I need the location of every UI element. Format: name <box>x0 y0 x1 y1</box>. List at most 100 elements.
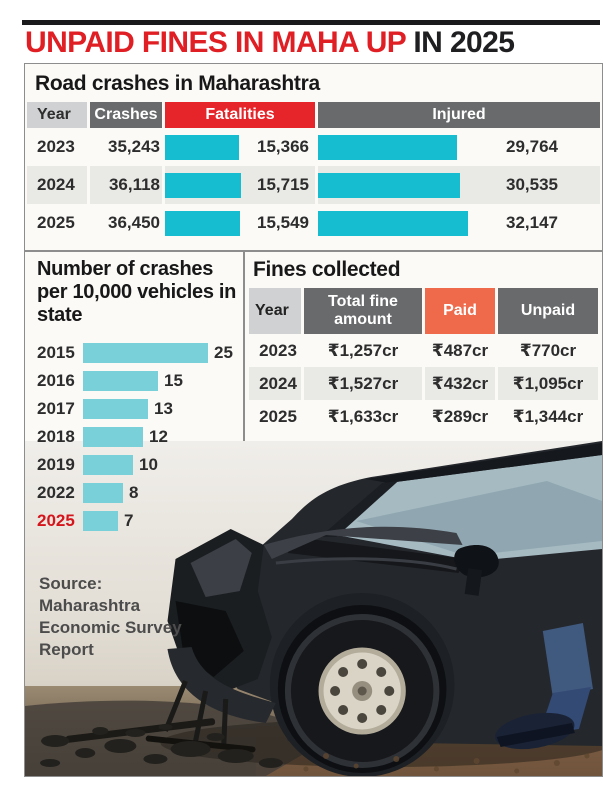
mini-chart-bar <box>83 399 148 419</box>
cell-total-fine: ₹1,633cr <box>327 406 399 426</box>
cell-year: 2025 <box>37 213 75 232</box>
stones <box>303 753 590 774</box>
cell-year: 2024 <box>27 166 87 204</box>
fines-panel: Fines collected Year Total fine amount P… <box>245 254 602 433</box>
mini-chart-bar <box>83 427 143 447</box>
mini-chart-value: 13 <box>154 399 173 418</box>
fines-heading: Fines collected <box>253 258 401 281</box>
cell-year: 2023 <box>259 340 297 360</box>
mini-chart-bar <box>83 511 118 531</box>
mini-chart-year: 2016 <box>37 371 75 390</box>
fines-row: 2024 ₹1,527cr ₹432cr ₹1,095cr <box>249 367 598 400</box>
road-crashes-heading: Road crashes in Maharashtra <box>35 72 320 95</box>
cell-total-fine: ₹1,257cr <box>327 340 399 360</box>
column-header-injured: Injured <box>318 102 600 128</box>
mini-chart-bar <box>83 371 158 391</box>
road-crashes-section: Road crashes in Maharashtra Year Crashes… <box>25 64 602 242</box>
cell-year: 2025 <box>259 406 297 426</box>
mini-chart-year: 2017 <box>37 399 75 418</box>
road-crashes-row: 2024 36,118 15,715 30,535 <box>27 166 600 204</box>
mini-chart-bar <box>83 455 133 475</box>
fatalities-bar <box>165 172 241 198</box>
cell-fatalities: 15,366 <box>165 128 315 166</box>
side-mirror <box>454 545 499 578</box>
mini-chart-bar <box>83 343 208 363</box>
cell-fatalities: 15,715 <box>165 166 315 204</box>
top-rule <box>22 20 600 25</box>
fatalities-value: 15,715 <box>257 175 309 194</box>
road-crashes-table-header: Year Crashes Fatalities Injured <box>27 102 600 128</box>
mini-chart-value: 8 <box>129 483 139 502</box>
crumpled-front <box>163 529 276 748</box>
mini-chart-value: 25 <box>214 343 233 362</box>
page-title: UNPAID FINES IN MAHA UP IN 2025 <box>25 26 515 60</box>
injured-bar <box>318 210 468 236</box>
mini-chart-value: 7 <box>124 511 134 530</box>
road-crashes-table-body: 2023 35,243 15,366 29,764 2024 36,118 15,715 30… <box>25 128 602 242</box>
mini-chart-value: 12 <box>149 427 168 446</box>
fatalities-bar <box>165 134 239 160</box>
cell-year: 2023 <box>37 137 75 156</box>
mini-chart-year: 2019 <box>37 455 75 474</box>
fines-table-header: Year Total fine amount Paid Unpaid <box>249 288 598 334</box>
cell-unpaid: ₹770cr <box>519 340 577 360</box>
fines-column-header-year: Year <box>249 288 301 334</box>
injured-value: 32,147 <box>506 213 558 232</box>
crashes-per-10k-row: 2015 25 <box>25 339 243 367</box>
page-title-red: UNPAID FINES IN MAHA UP <box>25 26 406 59</box>
fines-row: 2025 ₹1,633cr ₹289cr ₹1,344cr <box>249 400 598 433</box>
cell-crashes: 35,243 <box>108 137 160 156</box>
mini-chart-year: 2022 <box>37 483 75 502</box>
page-title-black: IN 2025 <box>413 26 515 59</box>
column-header-crashes: Crashes <box>90 102 162 128</box>
mini-chart-year: 2018 <box>37 427 75 446</box>
crashes-per-10k-heading: Number of crashes per 10,000 vehicles in… <box>37 258 237 326</box>
cell-injured: 30,535 <box>318 166 600 204</box>
crash-photo-svg <box>25 441 602 776</box>
crashes-per-10k-row: 2017 13 <box>25 395 243 423</box>
fatalities-value: 15,366 <box>257 137 309 156</box>
mini-chart-value: 10 <box>139 455 158 474</box>
source-note: Source: Maharashtra Economic Survey Repo… <box>39 574 182 660</box>
road-crashes-row: 2023 35,243 15,366 29,764 <box>27 128 600 166</box>
person-leg <box>495 623 593 750</box>
fines-row: 2023 ₹1,257cr ₹487cr ₹770cr <box>249 334 598 367</box>
cell-crashes: 36,118 <box>90 166 162 204</box>
column-header-year: Year <box>27 102 87 128</box>
injured-bar <box>318 134 457 160</box>
crashes-per-10k-row: 2025 7 <box>25 507 243 535</box>
cell-injured: 29,764 <box>318 128 600 166</box>
mini-chart-value: 15 <box>164 371 183 390</box>
debris <box>40 718 283 768</box>
car <box>163 441 602 776</box>
injured-value: 30,535 <box>506 175 558 194</box>
fines-column-header-paid: Paid <box>425 288 495 334</box>
column-header-fatalities: Fatalities <box>165 102 315 128</box>
mini-chart-year: 2025 <box>37 511 75 530</box>
crashes-per-10k-row: 2016 15 <box>25 367 243 395</box>
crashes-per-10k-row: 2022 8 <box>25 479 243 507</box>
fines-table-body: 2023 ₹1,257cr ₹487cr ₹770cr 2024 ₹1,527cr ₹432… <box>245 334 602 433</box>
panel-divider <box>243 250 245 442</box>
injured-value: 29,764 <box>506 137 558 156</box>
crashes-per-10k-chart: 2015 25 2016 15 2017 13 2018 12 2019 10 2022 8 2025 7 <box>25 339 243 535</box>
cell-year: 2024 <box>249 367 301 400</box>
fatalities-value: 15,549 <box>257 213 309 232</box>
section-divider <box>25 250 602 252</box>
cell-fatalities: 15,549 <box>165 204 315 242</box>
crashes-per-10k-panel: Number of crashes per 10,000 vehicles in… <box>25 254 243 661</box>
fines-column-header-unpaid: Unpaid <box>498 288 598 334</box>
injured-bar <box>318 172 460 198</box>
mini-chart-year: 2015 <box>37 343 75 362</box>
cell-total-fine: ₹1,527cr <box>304 367 422 400</box>
mini-chart-bar <box>83 483 123 503</box>
cell-injured: 32,147 <box>318 204 600 242</box>
cell-paid: ₹432cr <box>425 367 495 400</box>
road-crashes-row: 2025 36,450 15,549 32,147 <box>27 204 600 242</box>
crashes-per-10k-row: 2019 10 <box>25 451 243 479</box>
cell-paid: ₹487cr <box>431 340 489 360</box>
crash-photo <box>25 441 602 776</box>
cell-crashes: 36,450 <box>108 213 160 232</box>
fines-column-header-total: Total fine amount <box>304 288 422 334</box>
